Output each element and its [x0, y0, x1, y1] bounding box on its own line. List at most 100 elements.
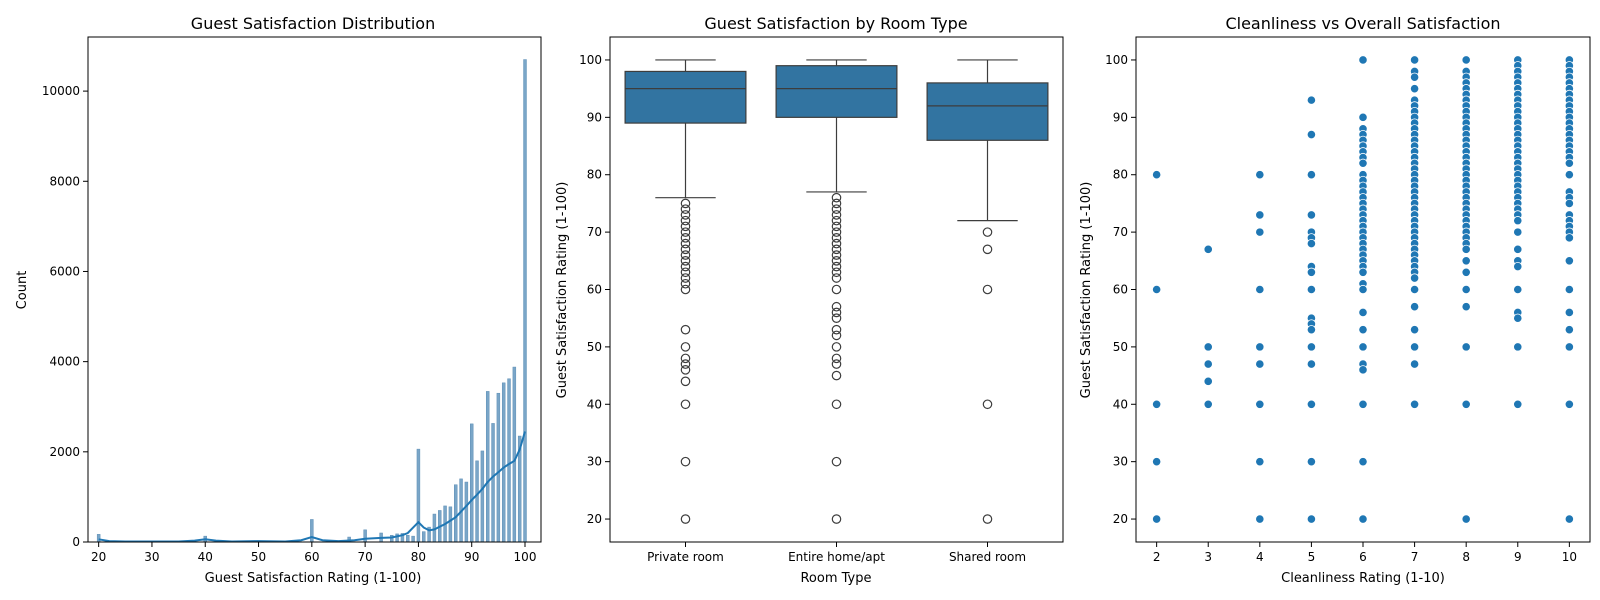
- scatter-point: [1255, 210, 1265, 220]
- x-tick-label: 100: [514, 550, 537, 564]
- scatter-point: [1255, 227, 1265, 237]
- histogram-bars: [96, 59, 527, 543]
- scatter-point: [1203, 359, 1213, 369]
- y-tick-label: 100: [1105, 53, 1128, 67]
- box-outlier: [680, 227, 691, 237]
- scatter-point: [1358, 112, 1368, 122]
- x-tick-label: 10: [1562, 550, 1577, 564]
- scatter-point: [1358, 55, 1368, 65]
- box-outlier: [831, 256, 842, 266]
- scatter-point: [1358, 365, 1368, 375]
- histogram-bar: [310, 519, 314, 543]
- box-outlier: [831, 238, 842, 249]
- scatter-point: [1152, 170, 1162, 180]
- scatter-point: [1152, 457, 1162, 467]
- y-tick-label: 20: [1113, 512, 1128, 526]
- boxplot-y-ticks: 20 30 40 50 60 70 80 90 100: [579, 53, 610, 526]
- histogram-bar: [416, 448, 421, 543]
- box-outlier: [831, 204, 842, 214]
- scatter-y-label: Guest Satisfaction Rating (1-100): [1079, 182, 1094, 399]
- box-outlier: [680, 238, 691, 249]
- box-outlier: [680, 215, 691, 226]
- box-outlier: [680, 353, 691, 364]
- boxplot-x-ticks: Private room Entire home/apt Shared room: [647, 542, 1026, 564]
- x-tick-label: 3: [1204, 550, 1212, 564]
- scatter-point: [1513, 313, 1523, 323]
- scatter-point: [1358, 284, 1368, 295]
- scatter-point: [1358, 267, 1368, 277]
- scatter-point: [1203, 399, 1213, 409]
- scatter-point: [1409, 284, 1420, 295]
- x-tick-label: 8: [1462, 550, 1470, 564]
- scatter-point: [1203, 342, 1213, 352]
- histogram-bar: [454, 484, 458, 543]
- box-outlier: [680, 399, 691, 410]
- histogram-bar: [464, 481, 469, 543]
- boxplot-y-label: Guest Satisfaction Rating (1-100): [555, 182, 570, 399]
- scatter-point: [1358, 514, 1368, 524]
- box-iqr: [775, 65, 898, 118]
- x-tick-label: 4: [1256, 550, 1264, 564]
- scatter-points: [1152, 55, 1574, 524]
- scatter-point: [1513, 244, 1523, 254]
- scatter-point: [1409, 342, 1420, 352]
- box-outlier: [680, 244, 691, 255]
- y-tick-label: 70: [587, 225, 602, 239]
- scatter-point: [1564, 233, 1574, 243]
- scatter-point: [1409, 325, 1420, 335]
- scatter-point: [1306, 129, 1317, 140]
- scatter-point: [1358, 342, 1368, 352]
- histogram-bar: [96, 534, 101, 543]
- histogram-bar: [390, 534, 394, 543]
- x-tick-label: 2: [1153, 550, 1161, 564]
- scatter-point: [1358, 325, 1368, 335]
- box-outlier: [831, 244, 842, 255]
- box-outlier: [831, 210, 842, 220]
- box-iqr: [926, 82, 1049, 141]
- y-tick-label: 100: [579, 53, 602, 67]
- y-tick-label: 70: [1113, 225, 1128, 239]
- scatter-point: [1513, 342, 1523, 352]
- histogram-bar: [470, 423, 474, 543]
- scatter-x-label: Cleanliness Rating (1-10): [1281, 571, 1445, 586]
- scatter-point: [1358, 457, 1368, 467]
- box-outlier: [680, 365, 691, 375]
- box-outlier: [831, 514, 842, 524]
- box-outlier: [680, 278, 691, 289]
- y-tick-label: 90: [587, 110, 602, 124]
- box-outlier: [680, 267, 691, 278]
- scatter-point: [1461, 256, 1471, 266]
- y-tick-label: 2000: [49, 445, 80, 459]
- scatter-point: [1564, 342, 1574, 352]
- scatter-point: [1306, 325, 1317, 335]
- scatter-panel: Cleanliness vs Overall Satisfaction 20 30…: [1079, 14, 1591, 586]
- boxplot-boxes: [624, 59, 1049, 524]
- histogram-bar: [507, 378, 511, 543]
- scatter-point: [1306, 238, 1317, 249]
- box-outlier: [982, 244, 993, 255]
- histogram-x-label: Guest Satisfaction Rating (1-100): [205, 571, 422, 586]
- scatter-point: [1255, 514, 1265, 524]
- scatter-title: Cleanliness vs Overall Satisfaction: [1225, 14, 1500, 33]
- scatter-point: [1152, 514, 1162, 524]
- scatter-point: [1255, 457, 1265, 467]
- box-outlier: [831, 215, 842, 226]
- y-tick-label: 4000: [49, 355, 80, 369]
- scatter-point: [1306, 399, 1317, 409]
- histogram-kde-line: [98, 431, 526, 543]
- x-tick-label: 5: [1308, 550, 1316, 564]
- y-tick-label: 90: [1113, 110, 1128, 124]
- box-outlier: [831, 324, 842, 335]
- histogram-y-label: Count: [15, 271, 30, 310]
- scatter-point: [1564, 307, 1574, 318]
- box-outlier: [982, 399, 993, 410]
- scatter-point: [1461, 267, 1471, 277]
- histogram-bar: [523, 59, 527, 543]
- scatter-point: [1564, 399, 1574, 409]
- box-outlier: [831, 261, 842, 272]
- x-tick-label: 9: [1514, 550, 1522, 564]
- scatter-point: [1409, 359, 1420, 369]
- x-tick-label: 30: [144, 550, 159, 564]
- scatter-point: [1306, 170, 1317, 180]
- y-tick-label: 60: [587, 283, 602, 297]
